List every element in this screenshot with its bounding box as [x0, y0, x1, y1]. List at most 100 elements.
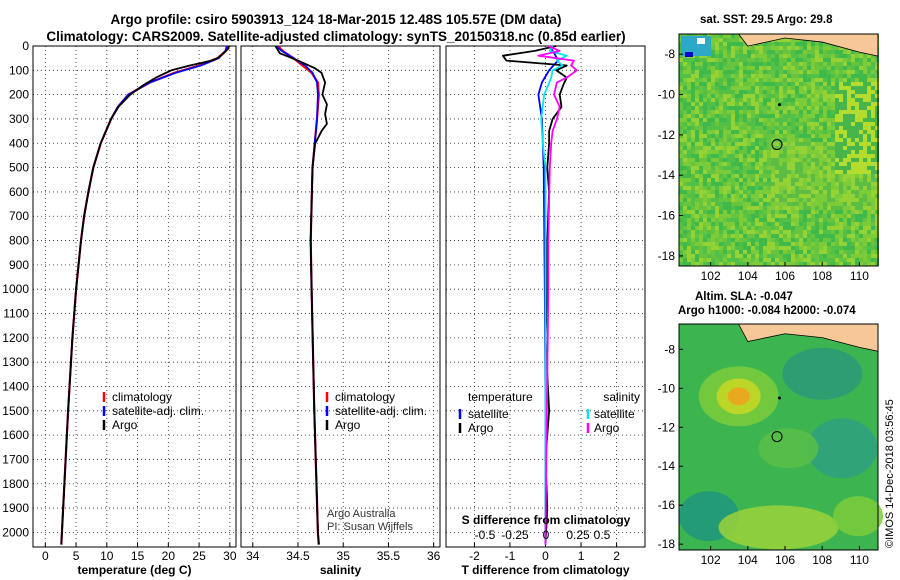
sst-cell	[679, 250, 683, 254]
sst-cell	[691, 114, 695, 118]
sst-cell	[851, 162, 855, 166]
island-marker	[777, 396, 781, 400]
sst-cell	[835, 62, 839, 66]
sst-cell	[803, 134, 807, 138]
sst-cell	[851, 258, 855, 262]
sst-cell	[783, 114, 787, 118]
sst-cell	[759, 42, 763, 46]
sst-cell	[843, 202, 847, 206]
sst-cell	[851, 226, 855, 230]
sst-cell	[755, 194, 759, 198]
sst-cell	[875, 254, 879, 258]
sst-cell	[795, 94, 799, 98]
sst-cell	[711, 182, 715, 186]
y-tick-label: 800	[9, 234, 29, 248]
sst-cell	[807, 94, 811, 98]
sst-cell	[751, 194, 755, 198]
sst-cell	[747, 214, 751, 218]
sst-cell	[847, 146, 851, 150]
sst-cell	[743, 106, 747, 110]
sst-cell	[831, 114, 835, 118]
sst-cell	[871, 226, 875, 230]
sst-cell	[843, 138, 847, 142]
sst-cell	[875, 246, 879, 250]
sst-cell	[815, 230, 819, 234]
sst-cell	[819, 126, 823, 130]
sst-cell	[867, 98, 871, 102]
sst-cell	[715, 118, 719, 122]
sst-cell	[831, 62, 835, 66]
sst-cell	[779, 66, 783, 70]
sst-cell	[771, 214, 775, 218]
sst-cell	[827, 86, 831, 90]
sst-cell	[731, 54, 735, 58]
sst-cell	[839, 98, 843, 102]
sst-cell	[679, 82, 683, 86]
sst-cell	[811, 130, 815, 134]
sst-cell	[715, 114, 719, 118]
sst-cell	[799, 234, 803, 238]
sst-cell	[739, 54, 743, 58]
sst-cell	[871, 94, 875, 98]
sst-cell	[779, 134, 783, 138]
sst-cell	[783, 138, 787, 142]
sst-cell	[767, 158, 771, 162]
sst-cell	[755, 142, 759, 146]
sst-cell	[767, 250, 771, 254]
sst-cell	[759, 106, 763, 110]
sst-cell	[715, 254, 719, 258]
sst-cell	[691, 262, 695, 266]
sst-cell	[743, 78, 747, 82]
sst-cell	[835, 106, 839, 110]
sst-cell	[803, 250, 807, 254]
sst-cell	[791, 150, 795, 154]
sst-cell	[695, 38, 699, 42]
sst-cell	[819, 90, 823, 94]
sst-cell	[743, 214, 747, 218]
sst-cell	[751, 158, 755, 162]
sst-cell	[855, 134, 859, 138]
sst-cell	[807, 198, 811, 202]
sst-cell	[779, 78, 783, 82]
sst-cell	[751, 186, 755, 190]
sst-cell	[679, 230, 683, 234]
sst-cell	[691, 146, 695, 150]
sst-cell	[863, 182, 867, 186]
sst-cell	[719, 250, 723, 254]
sst-cell	[799, 238, 803, 242]
sst-cell	[699, 86, 703, 90]
sst-cell	[859, 190, 863, 194]
sst-cell	[759, 202, 763, 206]
sst-cell	[711, 226, 715, 230]
sst-cell	[807, 142, 811, 146]
sst-cell	[695, 246, 699, 250]
sst-cell	[799, 258, 803, 262]
sst-cell	[851, 194, 855, 198]
sst-cell	[723, 118, 727, 122]
sst-cell	[871, 122, 875, 126]
sst-cell	[703, 158, 707, 162]
sst-cell	[803, 218, 807, 222]
sst-cell	[731, 210, 735, 214]
sst-cell	[859, 150, 863, 154]
sst-cell	[703, 74, 707, 78]
sst-cell	[859, 62, 863, 66]
sst-cell	[807, 46, 811, 50]
sst-cell	[707, 186, 711, 190]
sst-cell	[871, 254, 875, 258]
sst-cell	[799, 254, 803, 258]
sst-cell	[867, 86, 871, 90]
sst-cell	[803, 126, 807, 130]
sst-cell	[711, 58, 715, 62]
sst-cell	[707, 98, 711, 102]
sst-cell	[707, 214, 711, 218]
sst-cell	[687, 122, 691, 126]
sst-cell	[711, 54, 715, 58]
sst-cell	[751, 98, 755, 102]
sst-cell	[827, 54, 831, 58]
sst-cell	[743, 210, 747, 214]
sst-cell	[807, 134, 811, 138]
sst-cell	[755, 46, 759, 50]
sst-cell	[727, 262, 731, 266]
sst-cell	[815, 234, 819, 238]
